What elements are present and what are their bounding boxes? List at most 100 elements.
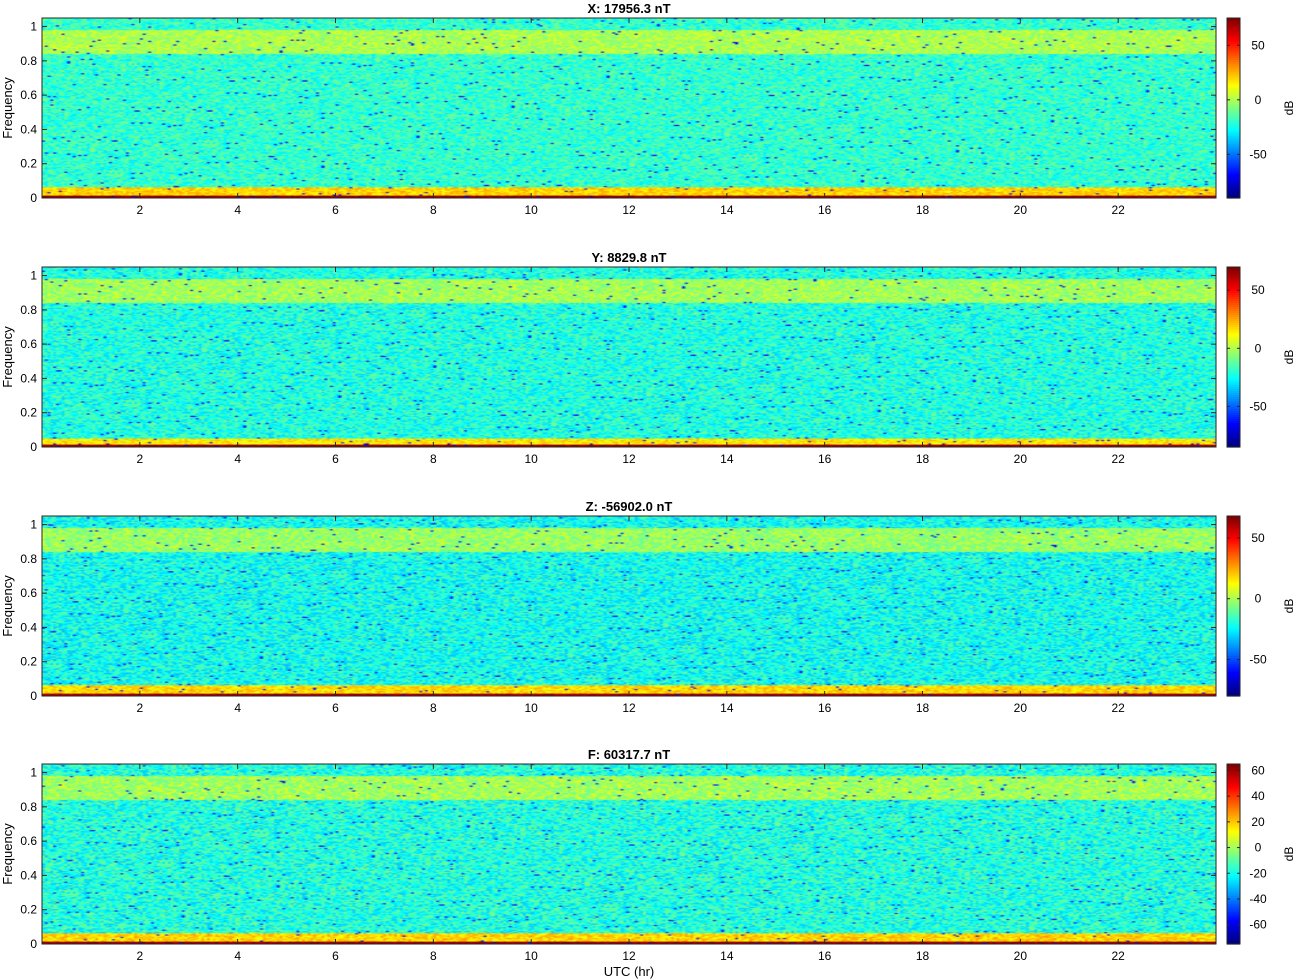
colorbar-segment: [1227, 72, 1240, 75]
colorbar-segment: [1227, 74, 1240, 77]
colorbar-segment: [1227, 808, 1240, 811]
colorbar-segment: [1227, 550, 1240, 553]
colorbar-segment: [1227, 381, 1240, 384]
colorbar-segment: [1227, 816, 1240, 819]
colorbar-segment: [1227, 327, 1240, 330]
y-tick-label: 0.4: [20, 371, 37, 385]
colorbar-segment: [1227, 932, 1240, 935]
colorbar-segment: [1227, 357, 1240, 360]
x-tick-label: 14: [720, 203, 734, 217]
colorbar-segment: [1227, 818, 1240, 821]
colorbar-segment: [1227, 828, 1240, 831]
colorbar-segment: [1227, 32, 1240, 35]
colorbar-segment: [1227, 64, 1240, 67]
colorbar-segment: [1227, 888, 1240, 891]
colorbar-segment: [1227, 692, 1240, 695]
colorbar-segment: [1227, 365, 1240, 368]
colorbar-segment: [1227, 335, 1240, 338]
colorbar-segment: [1227, 349, 1240, 352]
x-tick-label: 18: [916, 701, 930, 715]
colorbar-segment: [1227, 120, 1240, 123]
colorbar-segment: [1227, 894, 1240, 897]
colorbar-segment: [1227, 652, 1240, 655]
colorbar-segment: [1227, 612, 1240, 615]
colorbar-segment: [1227, 66, 1240, 69]
colorbar-segment: [1227, 407, 1240, 410]
colorbar-segment: [1227, 920, 1240, 923]
colorbar-segment: [1227, 395, 1240, 398]
colorbar-segment: [1227, 858, 1240, 861]
colorbar-segment: [1227, 794, 1240, 797]
colorbar-segment: [1227, 902, 1240, 905]
panel-title: Z: -56902.0 nT: [586, 499, 673, 514]
colorbar-segment: [1227, 638, 1240, 641]
colorbar-segment: [1227, 347, 1240, 350]
colorbar-segment: [1227, 415, 1240, 418]
colorbar: -60 -40 -20 0 20 40 60 dB: [1226, 763, 1296, 945]
colorbar-segment: [1227, 28, 1240, 31]
colorbar-tick-label: 0: [1255, 93, 1262, 107]
colorbar-segment: [1227, 34, 1240, 37]
colorbar-segment: [1227, 150, 1240, 153]
colorbar-segment: [1227, 196, 1240, 199]
y-tick-label: 0.4: [20, 620, 37, 634]
colorbar-segment: [1227, 552, 1240, 555]
colorbar-segment: [1227, 112, 1240, 115]
colorbar-segment: [1227, 166, 1240, 169]
colorbar-segment: [1227, 668, 1240, 671]
spectrogram-image: [42, 18, 1216, 198]
x-tick-label: 10: [524, 203, 538, 217]
colorbar-segment: [1227, 672, 1240, 675]
colorbar-segment: [1227, 182, 1240, 185]
x-tick-label: 22: [1111, 949, 1125, 963]
colorbar-segment: [1227, 401, 1240, 404]
colorbar-segment: [1227, 908, 1240, 911]
colorbar-tick-label: 0: [1255, 841, 1262, 855]
x-tick-label: 10: [524, 701, 538, 715]
colorbar-segment: [1227, 323, 1240, 326]
colorbar-segment: [1227, 520, 1240, 523]
colorbar-segment: [1227, 134, 1240, 137]
colorbar-segment: [1227, 796, 1240, 799]
colorbar-segment: [1227, 303, 1240, 306]
colorbar-segment: [1227, 160, 1240, 163]
y-tick-label: 0.6: [20, 337, 37, 351]
colorbar-segment: [1227, 353, 1240, 356]
colorbar-segment: [1227, 522, 1240, 525]
spectrogram-panel-3: Z: -56902.0 nT2 4 6 8 10 12 14 16 18 20 2200.20.40…: [0, 499, 1296, 715]
colorbar-segment: [1227, 580, 1240, 583]
colorbar-segment: [1227, 30, 1240, 33]
colorbar-segment: [1227, 355, 1240, 358]
colorbar-segment: [1227, 178, 1240, 181]
panel-title: X: 17956.3 nT: [587, 1, 670, 16]
colorbar-segment: [1227, 162, 1240, 165]
colorbar-segment: [1227, 293, 1240, 296]
colorbar-segment: [1227, 315, 1240, 318]
colorbar-tick-label: 50: [1251, 283, 1265, 297]
colorbar-segment: [1227, 343, 1240, 346]
colorbar-segment: [1227, 319, 1240, 322]
x-tick-label: 14: [720, 452, 734, 466]
colorbar-segment: [1227, 900, 1240, 903]
colorbar-segment: [1227, 393, 1240, 396]
colorbar-segment: [1227, 371, 1240, 374]
colorbar-segment: [1227, 606, 1240, 609]
colorbar-segment: [1227, 660, 1240, 663]
colorbar-segment: [1227, 192, 1240, 195]
colorbar-segment: [1227, 544, 1240, 547]
colorbar-segment: [1227, 676, 1240, 679]
colorbar-segment: [1227, 942, 1240, 945]
colorbar-segment: [1227, 620, 1240, 623]
colorbar-segment: [1227, 678, 1240, 681]
x-tick-label: 16: [818, 949, 832, 963]
colorbar-segment: [1227, 526, 1240, 529]
colorbar-segment: [1227, 341, 1240, 344]
colorbar-segment: [1227, 822, 1240, 825]
colorbar-tick-label: -50: [1249, 399, 1267, 413]
colorbar-segment: [1227, 658, 1240, 661]
colorbar-segment: [1227, 269, 1240, 272]
colorbar-segment: [1227, 576, 1240, 579]
colorbar-segment: [1227, 898, 1240, 901]
x-tick-label: 2: [136, 949, 143, 963]
colorbar-segment: [1227, 431, 1240, 434]
